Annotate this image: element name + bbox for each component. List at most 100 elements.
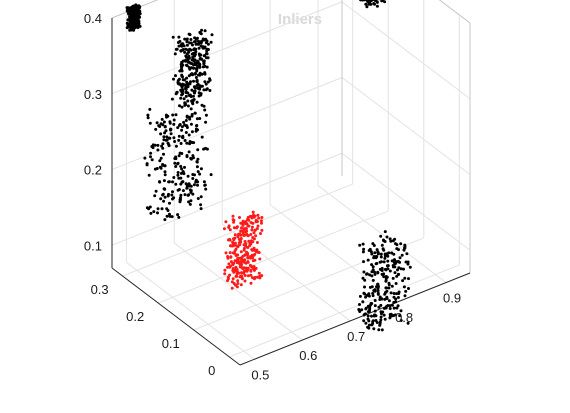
data-point <box>384 278 388 282</box>
data-point <box>362 291 366 295</box>
data-point <box>383 317 387 321</box>
data-point <box>379 312 383 316</box>
data-point <box>191 177 195 180</box>
data-point <box>368 273 372 277</box>
data-point <box>125 21 129 25</box>
data-point <box>358 303 361 306</box>
data-point <box>253 228 257 232</box>
data-point <box>180 105 184 109</box>
data-point <box>376 270 380 274</box>
data-point <box>396 268 399 272</box>
data-point <box>367 319 371 323</box>
data-point <box>388 237 392 241</box>
data-point <box>151 146 155 150</box>
data-point <box>397 266 401 270</box>
grid-line-x-floor <box>221 223 351 322</box>
data-point <box>402 285 406 289</box>
data-point <box>166 114 170 118</box>
data-point <box>127 12 130 16</box>
data-point <box>376 251 380 255</box>
data-point <box>190 88 194 92</box>
data-point <box>198 172 202 176</box>
data-point <box>191 57 195 61</box>
data-point <box>193 36 197 40</box>
data-point <box>243 240 247 243</box>
data-point <box>186 104 190 108</box>
data-point <box>253 214 257 218</box>
data-point <box>179 49 183 53</box>
data-point <box>196 148 200 152</box>
grid-line-z-side <box>341 152 471 251</box>
data-point <box>193 47 196 51</box>
data-point <box>179 142 183 145</box>
data-point <box>181 75 184 79</box>
data-point <box>375 255 379 259</box>
data-point <box>232 218 236 222</box>
data-point <box>185 43 189 47</box>
data-point <box>367 2 371 6</box>
data-point <box>156 148 160 152</box>
data-point <box>177 215 181 219</box>
data-point <box>249 264 253 268</box>
data-point <box>181 180 185 184</box>
data-point <box>391 314 395 318</box>
data-point <box>378 267 382 271</box>
data-point <box>386 267 390 271</box>
data-point <box>185 186 189 190</box>
data-point <box>224 220 228 224</box>
data-point <box>241 231 245 235</box>
data-point <box>233 233 237 237</box>
data-point <box>177 77 181 81</box>
data-point <box>205 49 209 53</box>
data-point <box>383 256 387 260</box>
data-point <box>392 252 396 256</box>
data-point <box>173 52 177 56</box>
data-point <box>159 166 163 170</box>
data-point <box>368 0 372 2</box>
data-point <box>166 209 170 212</box>
data-point <box>405 252 409 256</box>
data-point <box>156 207 160 211</box>
data-point <box>148 107 152 111</box>
data-point <box>390 284 394 288</box>
data-point <box>195 165 199 169</box>
data-point <box>192 85 196 89</box>
data-point <box>178 104 181 108</box>
data-point <box>186 91 190 95</box>
data-point <box>135 18 139 22</box>
data-point <box>202 88 206 92</box>
data-point <box>185 126 189 129</box>
data-point <box>187 150 191 154</box>
data-point <box>390 303 394 307</box>
data-point <box>182 44 186 48</box>
grid-line-y-floor <box>229 264 460 358</box>
data-point <box>367 323 371 327</box>
data-point <box>387 299 391 303</box>
data-point <box>386 264 390 268</box>
data-point <box>168 201 171 205</box>
data-point <box>389 239 393 243</box>
data-point <box>259 232 262 235</box>
data-point <box>245 269 248 273</box>
data-point <box>193 40 197 43</box>
data-point <box>161 163 165 166</box>
data-point <box>371 265 375 269</box>
data-point <box>260 216 264 219</box>
data-point <box>128 28 132 32</box>
data-point <box>407 277 410 281</box>
data-point <box>392 295 396 299</box>
data-point <box>178 123 182 126</box>
data-point <box>153 167 157 171</box>
data-point <box>198 73 202 77</box>
data-point <box>190 113 194 116</box>
data-point <box>132 18 136 21</box>
data-point <box>158 180 161 184</box>
data-point <box>203 183 207 187</box>
data-point <box>196 39 200 43</box>
data-point <box>366 314 370 318</box>
data-point <box>242 227 246 231</box>
data-point <box>228 228 232 232</box>
data-point <box>223 268 227 272</box>
data-point <box>177 176 181 180</box>
data-point <box>194 178 198 182</box>
